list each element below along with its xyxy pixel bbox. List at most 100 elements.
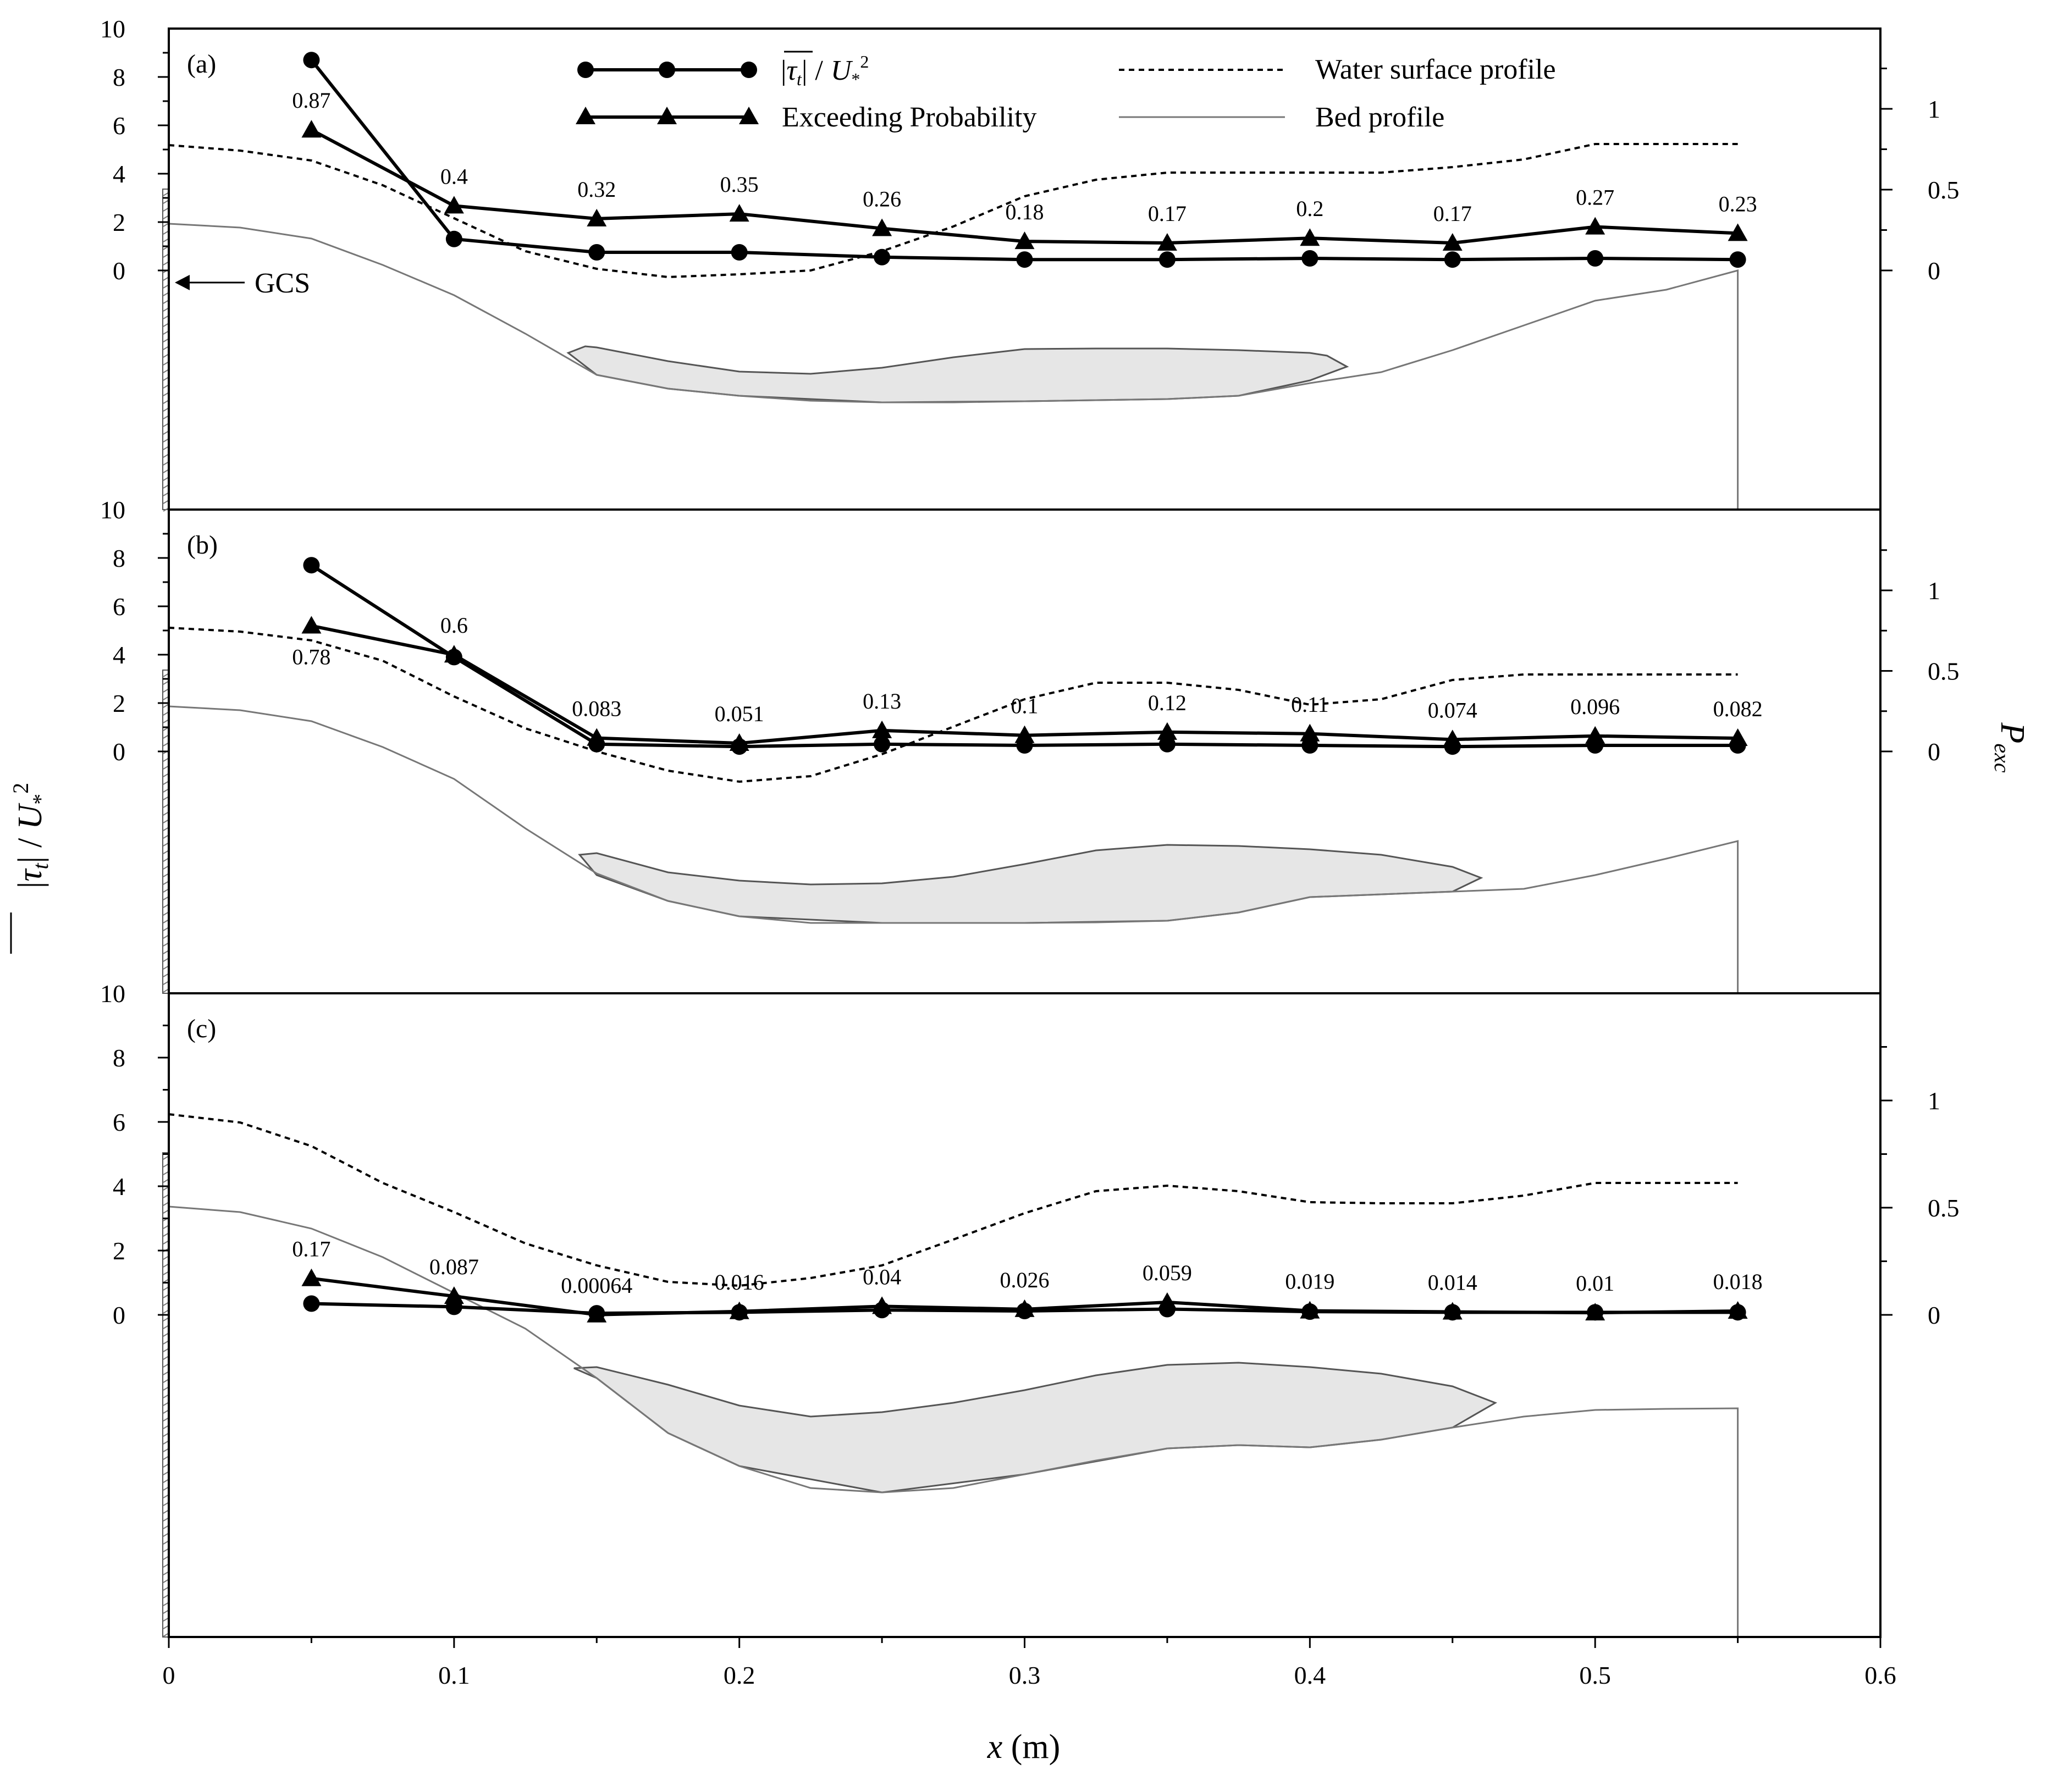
prob-point: [587, 728, 607, 746]
svg-text:Pexc: Pexc: [1990, 722, 2031, 772]
left-tick-label: 2: [113, 208, 125, 236]
x-tick-label: 0.2: [724, 1661, 755, 1689]
prob-data-label: 0.78: [292, 644, 330, 669]
left-tick-label: 6: [113, 1108, 125, 1136]
prob-data-label: 0.18: [1006, 200, 1044, 224]
prob-data-label: 0.083: [572, 696, 621, 721]
right-tick-label: 0.5: [1928, 176, 1960, 204]
gcs-arrowhead: [175, 275, 190, 290]
prob-data-label: 0.13: [863, 689, 901, 714]
legend-prob-marker: [576, 107, 595, 124]
water-surface-line: [168, 627, 1738, 783]
prob-data-label: 0.059: [1143, 1260, 1192, 1285]
left-tick-label: 4: [113, 160, 125, 188]
panel-label: (c): [187, 1014, 216, 1043]
left-tick-label: 10: [100, 496, 125, 524]
prob-data-label: 0.4: [440, 164, 468, 189]
prob-point: [1300, 228, 1320, 246]
prob-point: [729, 204, 749, 222]
prob-data-label: 0.00064: [561, 1273, 632, 1298]
right-tick-label: 0.5: [1928, 657, 1960, 685]
x-tick-label: 0.5: [1579, 1661, 1611, 1689]
legend-prob-marker: [657, 107, 677, 124]
prob-point: [1442, 1302, 1463, 1320]
left-tick-label: 0: [113, 738, 125, 766]
x-tick-label: 0: [163, 1661, 175, 1689]
prob-data-label: 0.2: [1296, 196, 1323, 221]
right-axis-title: Pexc: [1990, 722, 2031, 772]
tau-point: [1158, 735, 1176, 753]
prob-point: [1442, 729, 1463, 748]
prob-data-label: 0.087: [429, 1254, 479, 1279]
prob-point: [1728, 728, 1748, 746]
left-tick-label: 10: [100, 980, 125, 1008]
left-tick-label: 4: [113, 1172, 125, 1201]
legend-prob-marker: [739, 107, 759, 124]
right-tick-label: 0: [1928, 738, 1940, 766]
legend-tau-marker: [741, 62, 757, 78]
prob-point: [729, 1301, 749, 1319]
prob-data-label: 0.27: [1576, 185, 1614, 210]
prob-point: [1585, 726, 1605, 744]
prob-data-label: 0.019: [1285, 1269, 1334, 1294]
tau-point: [1587, 250, 1604, 267]
prob-point: [872, 218, 892, 236]
legend-prob-label: Exceeding Probability: [782, 102, 1037, 133]
prob-data-label: 0.17: [1433, 201, 1472, 226]
prob-point: [1014, 1299, 1035, 1317]
panel-frame: [168, 27, 1882, 511]
prob-data-label: 0.1: [1011, 694, 1039, 718]
prob-data-label: 0.23: [1719, 191, 1757, 216]
left-tick-label: 10: [100, 15, 125, 43]
tau-point: [1158, 251, 1176, 268]
tau-series-line: [310, 563, 1738, 749]
water-surface-line: [168, 1113, 1738, 1287]
prob-data-label: 0.016: [715, 1270, 764, 1295]
legend-tau-label: |τt| / U*2: [781, 52, 869, 89]
legend-water-label: Water surface profile: [1315, 54, 1556, 85]
tau-point: [1444, 251, 1461, 268]
left-axis-title: |τt|/U*2: [8, 783, 53, 954]
prob-point: [1157, 233, 1177, 251]
x-axis-title: x (m): [987, 1728, 1061, 1766]
right-tick-label: 1: [1928, 95, 1940, 123]
left-tick-label: 2: [113, 1237, 125, 1265]
prob-data-label: 0.096: [1570, 694, 1620, 719]
prob-data-label: 0.04: [863, 1264, 901, 1289]
tau-point: [303, 1295, 320, 1312]
prob-point: [301, 120, 322, 138]
tau-point: [445, 230, 462, 247]
tau-point: [874, 735, 891, 753]
prob-data-label: 0.014: [1428, 1270, 1477, 1295]
prob-data-label: 0.35: [720, 172, 759, 197]
tau-point: [303, 557, 320, 574]
left-tick-label: 8: [113, 1044, 125, 1072]
prob-point: [1585, 1303, 1605, 1321]
prob-point: [301, 1268, 322, 1286]
prob-point: [729, 733, 749, 751]
prob-series-line: [311, 128, 1738, 245]
prob-point: [1014, 725, 1035, 743]
prob-point: [444, 196, 464, 214]
prob-point: [1300, 723, 1320, 742]
x-tick-label: 0.6: [1864, 1661, 1896, 1689]
panel-label: (a): [187, 49, 216, 79]
panel-1: 0.87 0.4 0.32 0.35 0.26 0.18 0.17 0.2 0.17 0.27 0.…: [100, 15, 1960, 512]
tau-point: [588, 244, 605, 261]
legend-bed-label: Bed profile: [1315, 102, 1444, 133]
right-tick-label: 1: [1928, 1087, 1940, 1115]
panel-label: (b): [187, 530, 218, 560]
left-tick-label: 0: [113, 1301, 125, 1329]
x-tick-label: 0.1: [438, 1661, 470, 1689]
prob-point: [1014, 231, 1035, 250]
right-tick-label: 1: [1928, 577, 1940, 605]
prob-data-label: 0.11: [1291, 692, 1329, 717]
prob-data-label: 0.082: [1713, 696, 1763, 721]
right-tick-label: 0.5: [1928, 1194, 1960, 1222]
prob-data-label: 0.026: [1000, 1268, 1050, 1292]
prob-point: [872, 720, 892, 738]
prob-point: [1157, 722, 1177, 740]
right-tick-label: 0: [1928, 257, 1940, 285]
prob-data-label: 0.17: [1148, 201, 1187, 226]
